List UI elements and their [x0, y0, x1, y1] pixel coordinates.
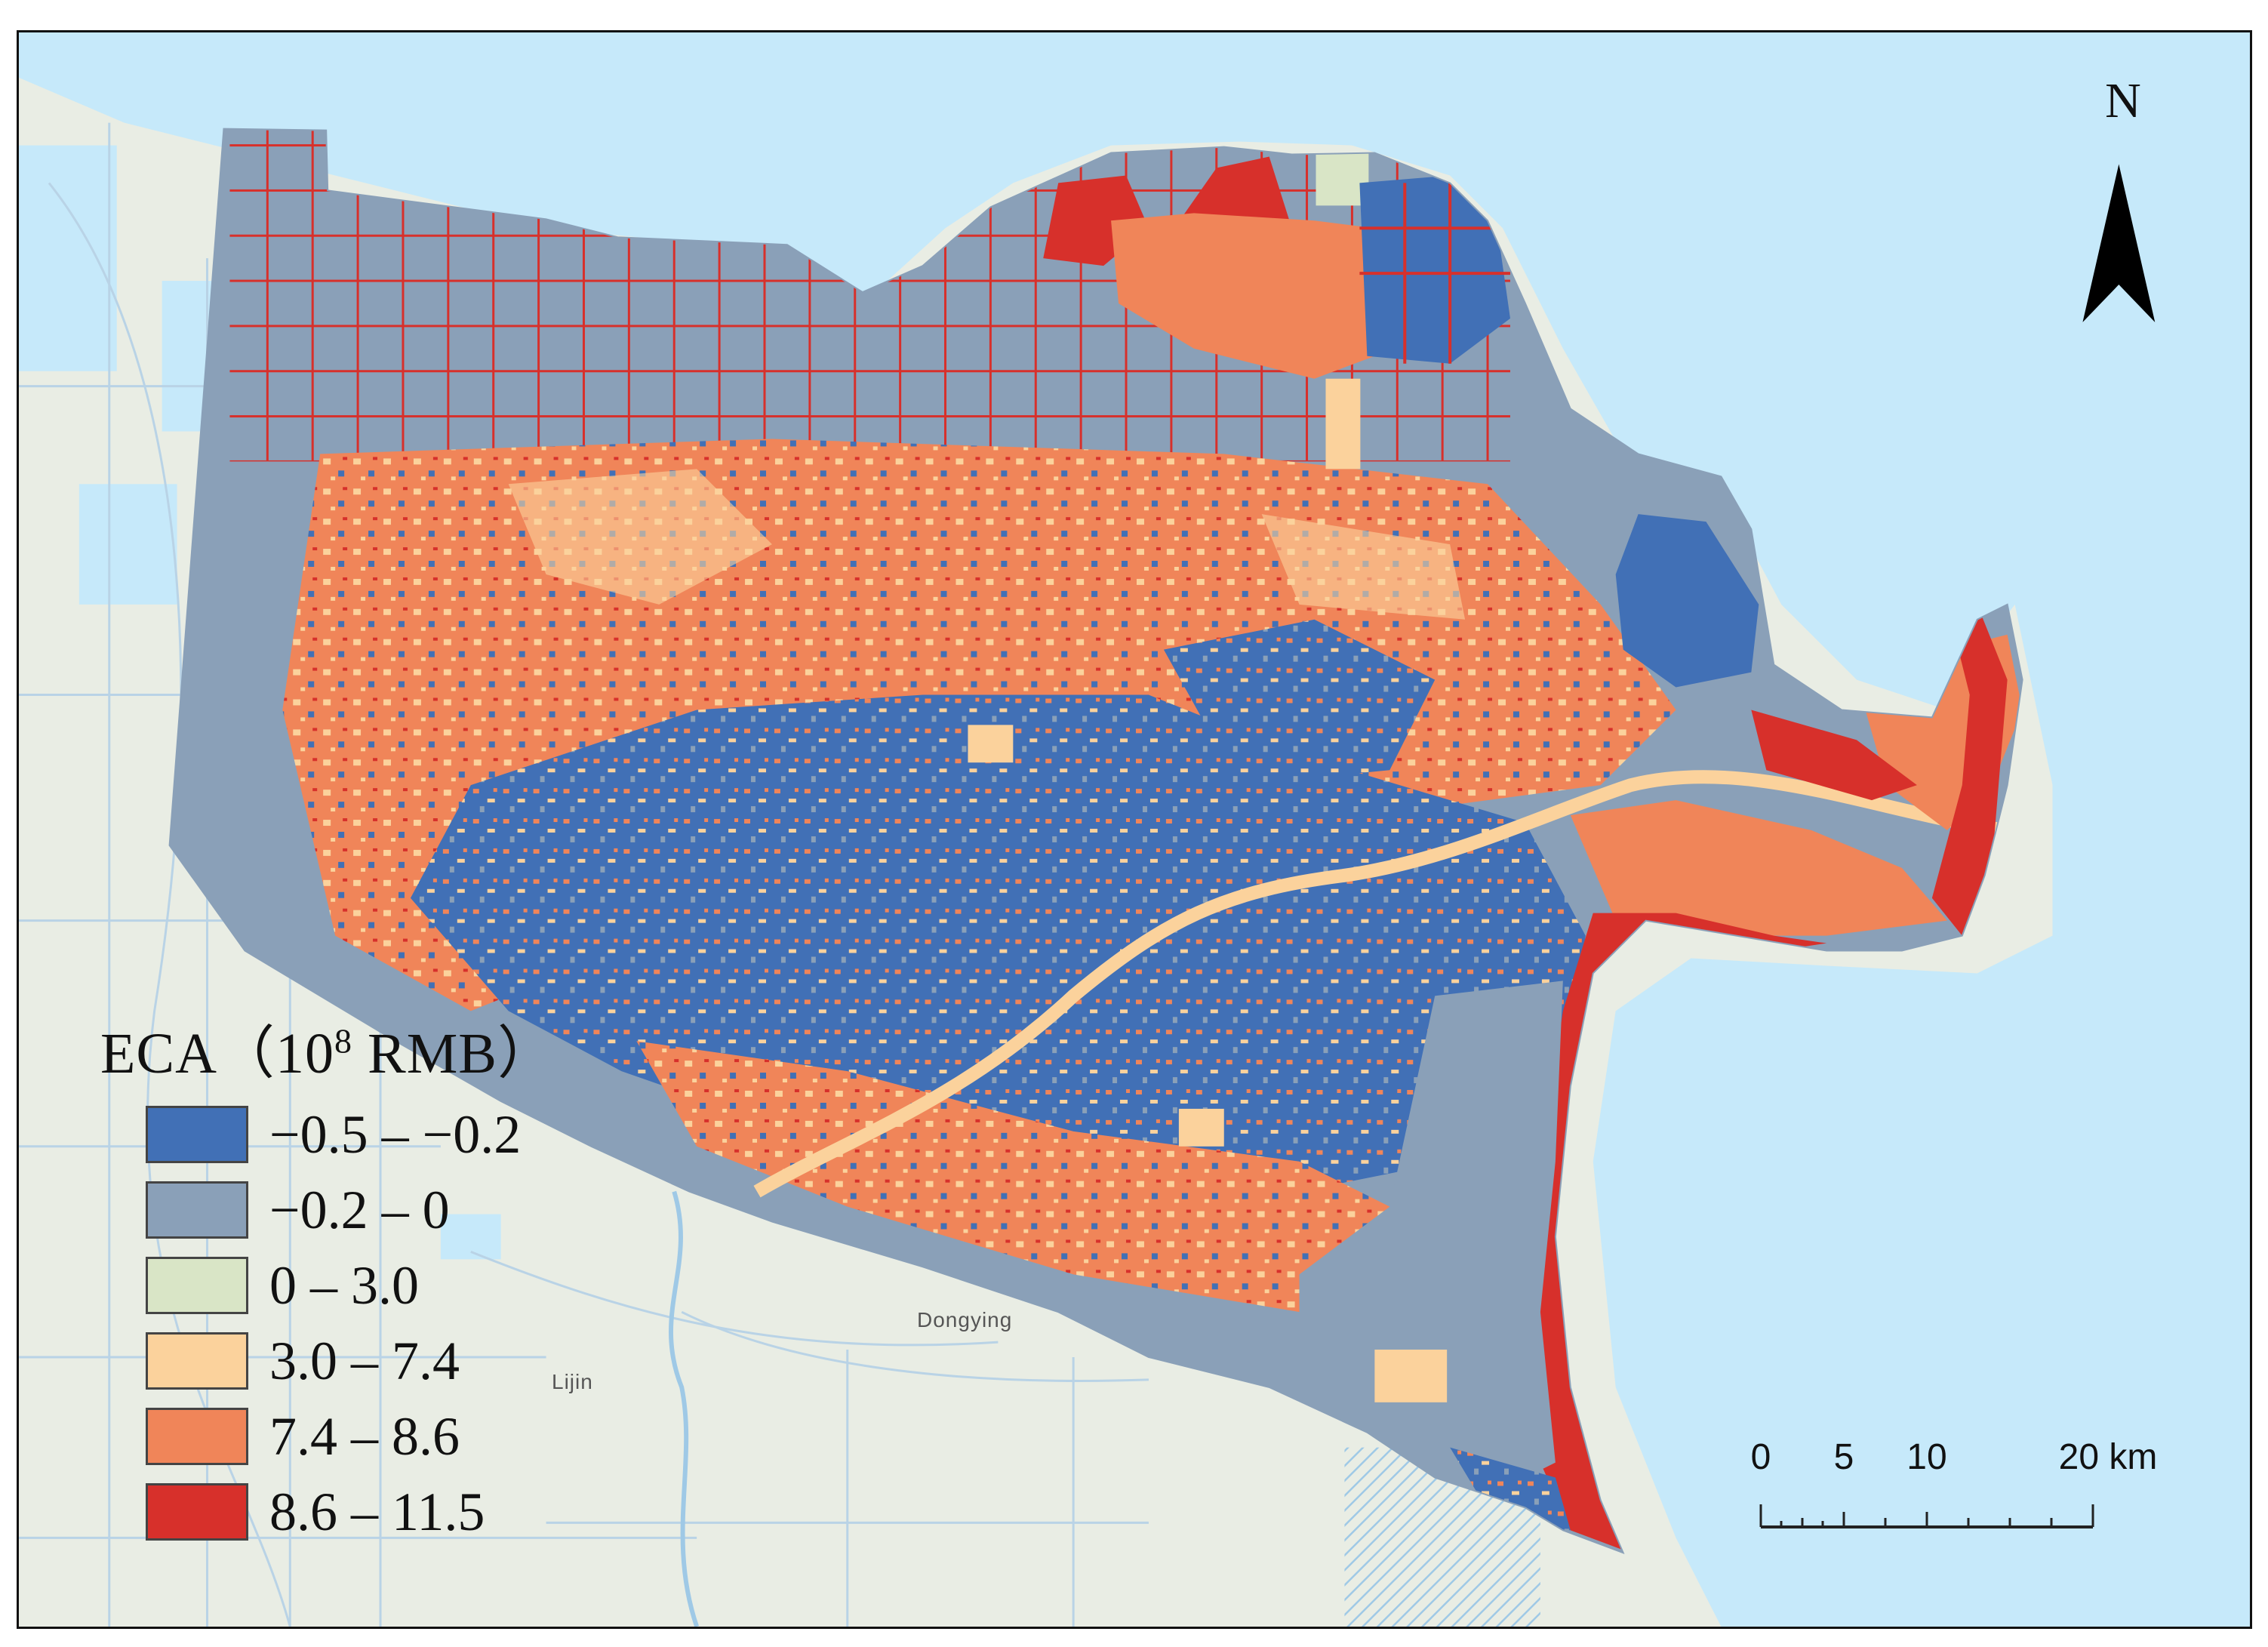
scale-bar: 0 5 10 20 km	[1750, 1436, 2157, 1550]
scale-bar-line	[1759, 1504, 2094, 1528]
scale-label: 20 km	[2058, 1437, 2158, 1477]
reservoir	[19, 145, 117, 371]
legend-item: −0.2 – 0	[146, 1176, 450, 1244]
legend-item: −0.5 – −0.2	[146, 1101, 521, 1168]
north-label: N	[2105, 73, 2141, 128]
legend-label: −0.2 – 0	[269, 1179, 450, 1240]
legend-item: 3.0 – 7.4	[146, 1327, 460, 1395]
scale-label: 10	[1906, 1437, 1947, 1477]
legend-swatch	[146, 1257, 248, 1314]
dongying-label: Dongying	[917, 1308, 1013, 1331]
eca-map	[19, 32, 2250, 1627]
legend-swatch	[146, 1332, 248, 1390]
legend-swatch	[146, 1408, 248, 1465]
reservoir	[78, 484, 177, 605]
legend-label: 0 – 3.0	[269, 1254, 419, 1316]
legend-swatch	[146, 1483, 248, 1541]
legend-item: 7.4 – 8.6	[146, 1402, 460, 1470]
legend-label: 3.0 – 7.4	[269, 1330, 460, 1391]
legend-item: 0 – 3.0	[146, 1251, 419, 1319]
scale-label: 0	[1750, 1437, 1771, 1477]
legend-label: −0.5 – −0.2	[269, 1104, 522, 1165]
legend-item: 8.6 – 11.5	[146, 1478, 485, 1546]
scale-label: 5	[1833, 1437, 1854, 1477]
river-outside	[668, 1190, 700, 1627]
legend-label: 7.4 – 8.6	[269, 1405, 460, 1467]
legend-swatch	[146, 1106, 248, 1163]
lijin-label: Lijin	[552, 1370, 593, 1393]
legend-title: ECA（108 RMB）	[100, 1021, 555, 1085]
yellow-river	[753, 770, 2008, 1198]
legend-label: 8.6 – 11.5	[269, 1481, 485, 1542]
legend-swatch	[146, 1181, 248, 1239]
map-frame: Dongying Lijin N ECA（108 RMB） −0.5 – −0.…	[17, 30, 2252, 1629]
north-arrow: N	[2078, 76, 2168, 137]
north-arrow-icon	[2082, 164, 2156, 322]
legend: ECA（108 RMB） −0.5 – −0.2 −0.2 – 0 0 – 3.…	[100, 1006, 555, 1542]
